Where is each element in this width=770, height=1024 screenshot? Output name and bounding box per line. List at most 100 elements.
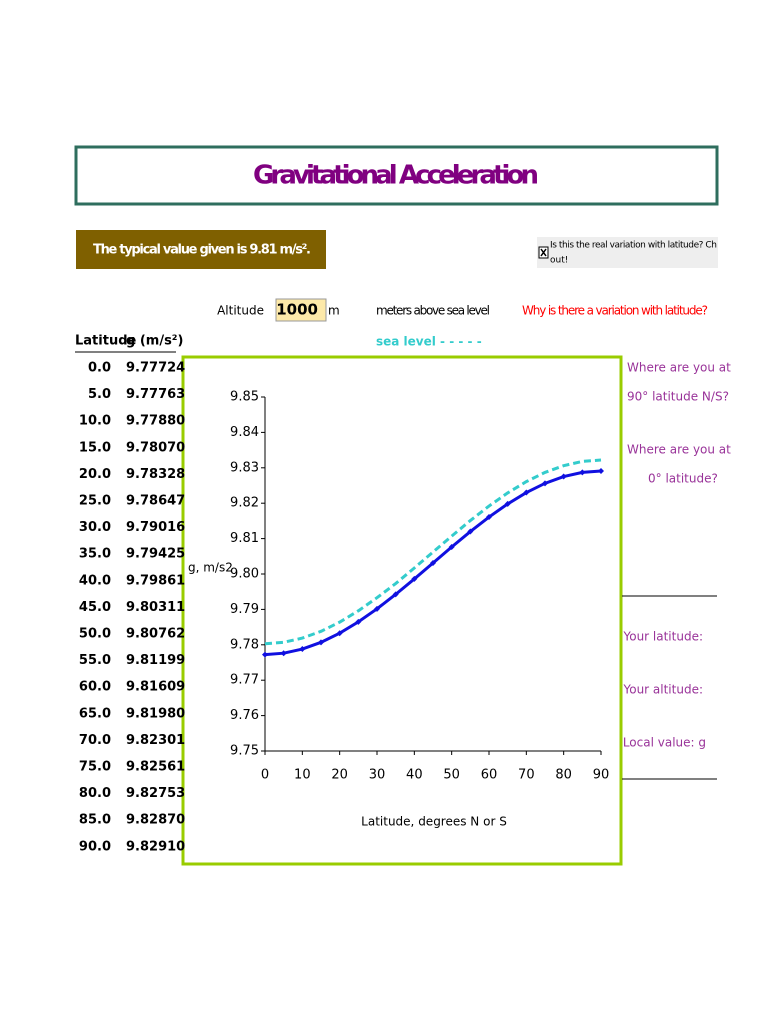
y-tick-label: 9.82	[230, 496, 259, 511]
point	[430, 559, 436, 566]
y-tick-label: 9.81	[230, 531, 259, 546]
series-line	[264, 458, 602, 646]
table-cell: 9.79016	[126, 520, 185, 535]
point	[299, 646, 306, 653]
table-cell: 9.79425	[126, 547, 185, 562]
altitude-value[interactable]: 1000	[276, 301, 318, 319]
table-cell: 35.0	[79, 547, 111, 562]
table-cell: 60.0	[79, 680, 111, 695]
point	[448, 544, 455, 551]
point	[262, 651, 268, 658]
table-cell: 9.79861	[126, 573, 185, 588]
checkbox-label: out!	[550, 256, 568, 266]
table-cell: 55.0	[79, 653, 111, 668]
title: Gravitational Acceleration	[253, 161, 539, 191]
table-cell: 0.0	[88, 361, 111, 376]
table-cell: 5.0	[88, 387, 111, 402]
checkbox-label: Is this the real variation with latitude…	[550, 241, 717, 251]
x-tick-label: 50	[443, 768, 460, 783]
table-cell: 9.77724	[126, 361, 185, 376]
x-tick-label: 10	[294, 768, 311, 783]
point	[504, 500, 511, 507]
y-tick-label: 9.78	[230, 637, 259, 652]
table-cell: 9.81980	[126, 706, 185, 721]
x-tick-label: 70	[518, 768, 535, 783]
checkbox-mark	[540, 248, 547, 257]
checkbox-area[interactable]	[537, 237, 718, 268]
x-tick-label: 90	[593, 768, 610, 783]
table-cell: 9.78070	[126, 440, 185, 455]
input-label: Your altitude:	[622, 683, 703, 697]
y-tick-label: 9.76	[230, 708, 259, 723]
x-tick-label: 20	[331, 768, 348, 783]
table-cell: 9.78647	[126, 494, 185, 509]
point	[318, 639, 324, 646]
x-axis-title: Latitude, degrees N or S	[361, 815, 507, 829]
y-axis-title: g, m/s2	[188, 561, 233, 575]
altitude-unit: m	[328, 304, 340, 318]
note-box	[76, 230, 326, 269]
y-tick-label: 9.80	[230, 567, 259, 582]
point	[392, 591, 399, 598]
prompt: 90° latitude N/S?	[627, 390, 729, 404]
table-header: g (m/s²)	[126, 334, 183, 349]
table-cell: 10.0	[79, 414, 111, 429]
table-cell: 9.82870	[126, 813, 185, 828]
table-cell: 20.0	[79, 467, 111, 482]
x-tick-label: 40	[406, 768, 423, 783]
altitude-description: meters above sea level	[376, 304, 490, 318]
table-cell: 40.0	[79, 573, 111, 588]
x-tick-label: 80	[555, 768, 572, 783]
altitude-input[interactable]	[275, 298, 327, 322]
link[interactable]: Why is there a variation with latitude?	[522, 304, 708, 318]
x-tick-label: 0	[261, 768, 269, 783]
y-tick-label: 9.85	[230, 390, 259, 405]
point	[355, 618, 362, 625]
table-cell: 45.0	[79, 600, 111, 615]
point	[523, 489, 530, 496]
table-cell: 9.81609	[126, 680, 185, 695]
chart-frame	[181, 355, 623, 866]
input-label: Your latitude:	[622, 630, 703, 644]
title-box	[74, 145, 719, 206]
table-cell: 9.82910	[126, 839, 185, 854]
table-cell: 9.80311	[126, 600, 185, 615]
table-cell: 9.82301	[126, 733, 185, 748]
table-cell: 9.80762	[126, 627, 185, 642]
table-cell: 9.81199	[126, 653, 185, 668]
table-cell: 90.0	[79, 839, 111, 854]
point	[579, 469, 586, 476]
point	[542, 480, 548, 487]
table-cell: 9.82561	[126, 760, 185, 775]
point	[280, 650, 287, 657]
y-tick-label: 9.75	[230, 744, 259, 759]
point	[336, 630, 343, 637]
altitude-label: Altitude	[217, 304, 264, 318]
table-cell: 30.0	[79, 520, 111, 535]
table-cell: 50.0	[79, 627, 111, 642]
table-header: Latitude	[75, 334, 137, 349]
table-cell: 75.0	[79, 760, 111, 775]
y-tick-label: 9.83	[230, 460, 259, 475]
prompt: 0° latitude?	[648, 472, 718, 486]
point	[374, 605, 380, 612]
point	[467, 528, 474, 535]
point	[411, 575, 418, 582]
prompt: Where are you at	[627, 361, 731, 375]
table-cell: 70.0	[79, 733, 111, 748]
y-tick-label: 9.77	[230, 673, 259, 688]
table-cell: 15.0	[79, 440, 111, 455]
y-tick-label: 9.79	[230, 602, 259, 617]
point	[486, 514, 492, 521]
table-cell: 65.0	[79, 706, 111, 721]
point	[560, 473, 567, 480]
table-cell: 9.82753	[126, 786, 185, 801]
table-cell: 9.77763	[126, 387, 185, 402]
input-label: Local value: g	[623, 736, 706, 750]
note: The typical value given is 9.81 m/s².	[93, 243, 311, 258]
x-tick-label: 60	[481, 768, 498, 783]
table-cell: 9.78328	[126, 467, 185, 482]
prompt: Where are you at	[627, 443, 731, 457]
table-cell: 25.0	[79, 494, 111, 509]
